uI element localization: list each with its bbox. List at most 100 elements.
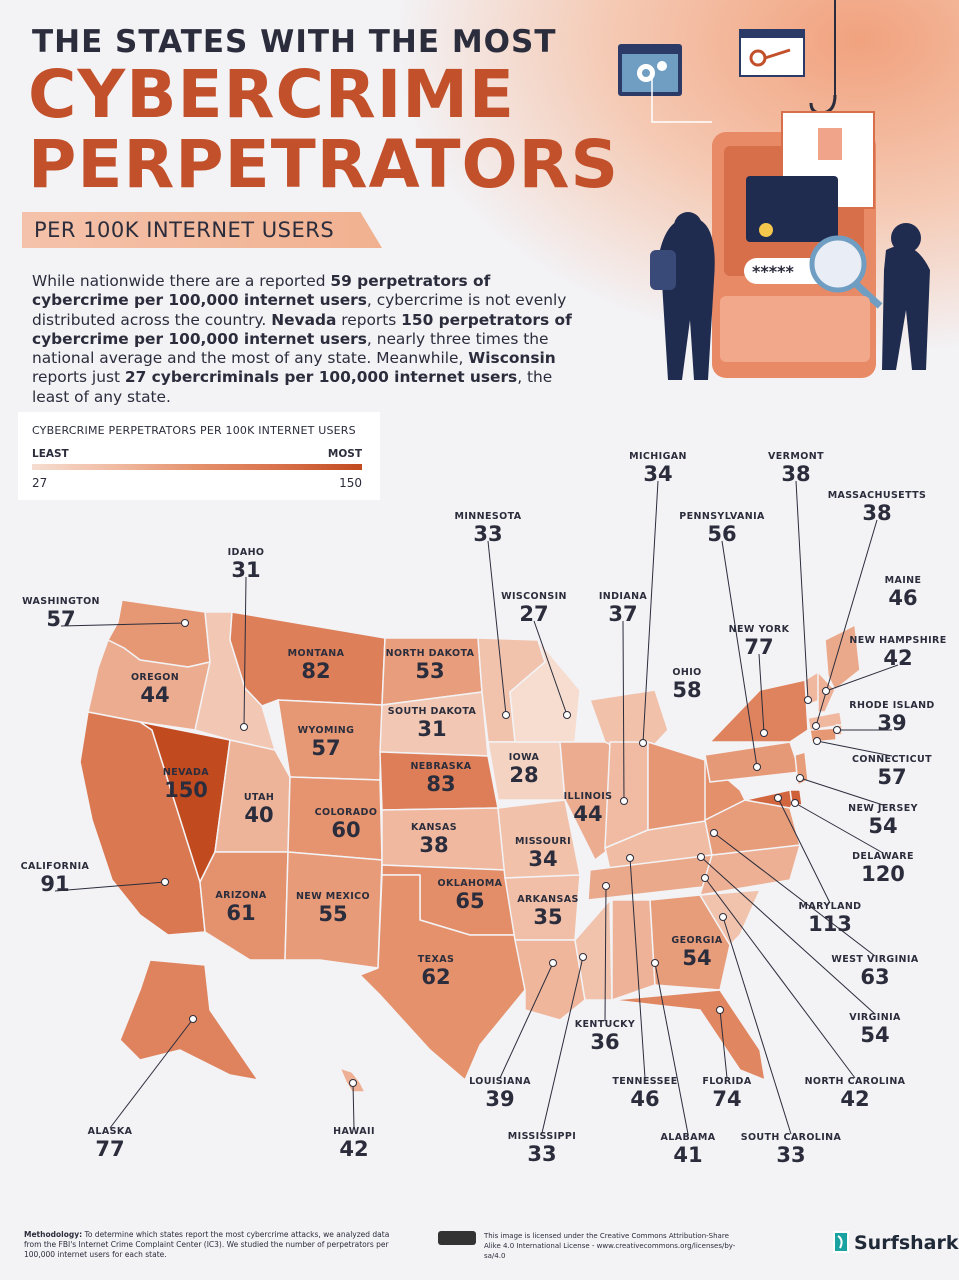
state-name: OREGON <box>130 672 180 683</box>
state-value: 42 <box>883 646 913 670</box>
state-name: WISCONSIN <box>501 591 567 602</box>
legend-max: 150 <box>339 476 362 490</box>
state-label-northdakota: NORTH DAKOTA 53 <box>365 648 495 683</box>
leader-line-wisconsin <box>533 620 568 716</box>
state-alaska[interactable] <box>119 959 259 1081</box>
surfshark-logo[interactable]: Surfshark <box>832 1230 959 1258</box>
state-name: IOWA <box>508 752 540 763</box>
state-label-vermont: VERMONT 38 <box>731 451 861 486</box>
state-label-virginia: VIRGINIA 54 <box>810 1012 940 1047</box>
state-name: NEVADA <box>162 767 210 778</box>
state-value: 65 <box>455 889 485 913</box>
state-value: 58 <box>672 678 702 702</box>
state-name: KENTUCKY <box>574 1019 636 1030</box>
state-label-newmexico: NEW MEXICO 55 <box>268 891 398 926</box>
leader-dot-minnesota <box>502 711 510 719</box>
state-label-texas: TEXAS 62 <box>371 954 501 989</box>
subtitle: PER 100K INTERNET USERS <box>34 218 335 242</box>
title-line-3: PERPETRATORS <box>28 126 620 203</box>
state-georgia[interactable] <box>649 894 731 991</box>
state-wisconsin[interactable] <box>509 639 581 743</box>
state-value: 61 <box>226 901 256 925</box>
state-louisiana[interactable] <box>514 939 586 1021</box>
legend-box: CYBERCRIME PERPETRATORS PER 100K INTERNE… <box>18 412 380 500</box>
leader-dot-newyork <box>760 729 768 737</box>
state-texas[interactable] <box>359 874 526 1081</box>
methodology-label: Methodology: <box>24 1230 83 1239</box>
state-label-hawaii: HAWAII 42 <box>289 1126 419 1161</box>
title-line-1: THE STATES WITH THE MOST <box>32 24 557 60</box>
leader-line-vermont <box>795 480 809 701</box>
state-value: 55 <box>318 902 348 926</box>
leader-line-hawaii <box>352 1082 355 1129</box>
state-value: 36 <box>590 1030 620 1054</box>
state-name: GEORGIA <box>671 935 723 946</box>
state-label-tennessee: TENNESSEE 46 <box>580 1076 710 1111</box>
state-label-wisconsin: WISCONSIN 27 <box>469 591 599 626</box>
state-ohio[interactable] <box>647 741 713 831</box>
state-value: 113 <box>808 912 852 936</box>
state-label-southdakota: SOUTH DAKOTA 31 <box>367 706 497 741</box>
state-name: NORTH DAKOTA <box>385 648 475 659</box>
leader-dot-southcarolina <box>719 913 727 921</box>
leader-line-newjersey <box>799 777 884 806</box>
state-value: 83 <box>426 772 456 796</box>
state-newmexico[interactable] <box>284 851 383 969</box>
state-illinois[interactable] <box>559 741 611 861</box>
leader-line-northcarolina <box>704 877 856 1079</box>
state-label-california: CALIFORNIA 91 <box>0 861 120 896</box>
state-value: 33 <box>473 522 503 546</box>
state-florida[interactable] <box>611 989 766 1081</box>
state-name: MISSISSIPPI <box>507 1131 577 1142</box>
state-label-maine: MAINE 46 <box>838 575 959 610</box>
shark-icon <box>833 1231 849 1253</box>
state-value: 42 <box>840 1087 870 1111</box>
leader-line-delaware <box>794 802 884 854</box>
state-name: OHIO <box>672 667 702 678</box>
state-name: NEW JERSEY <box>848 803 918 814</box>
state-name: INDIANA <box>598 591 648 602</box>
intro-bold: 27 cybercriminals per 100,000 internet u… <box>124 368 518 387</box>
state-value: 57 <box>46 607 76 631</box>
state-name: SOUTH CAROLINA <box>740 1132 842 1143</box>
leader-dot-massachusetts <box>812 722 820 730</box>
state-value: 77 <box>95 1137 125 1161</box>
leader-dot-hawaii <box>349 1079 357 1087</box>
state-value: 74 <box>712 1087 742 1111</box>
state-value: 39 <box>485 1087 515 1111</box>
leader-dot-westvirginia <box>710 829 718 837</box>
state-name: VIRGINIA <box>849 1012 901 1023</box>
intro-bold: Nevada <box>271 310 337 329</box>
leader-line-alaska <box>109 1018 194 1129</box>
state-label-rhodeisland: RHODE ISLAND 39 <box>827 700 957 735</box>
state-name: WASHINGTON <box>22 596 100 607</box>
state-name: NEW YORK <box>728 624 790 635</box>
state-label-utah: UTAH 40 <box>194 792 324 827</box>
state-name: DELAWARE <box>852 851 914 862</box>
state-value: 34 <box>643 462 673 486</box>
state-label-arizona: ARIZONA 61 <box>176 890 306 925</box>
leader-line-southcarolina <box>722 916 792 1135</box>
state-maine[interactable] <box>824 624 861 691</box>
state-newyork[interactable] <box>709 679 809 743</box>
state-label-ohio: OHIO 58 <box>622 667 752 702</box>
state-pennsylvania[interactable] <box>704 741 801 783</box>
state-value: 38 <box>862 501 892 525</box>
leader-dot-virginia <box>697 853 705 861</box>
leader-line-louisiana <box>499 962 554 1079</box>
intro-text: reports <box>336 310 402 329</box>
state-value: 27 <box>519 602 549 626</box>
leader-line-massachusetts <box>815 519 878 727</box>
state-label-colorado: COLORADO 60 <box>281 807 411 842</box>
leader-line-westvirginia <box>713 832 876 957</box>
state-name: MONTANA <box>287 648 345 659</box>
state-label-newyork: NEW YORK 77 <box>694 624 824 659</box>
title-line-2: CYBERCRIME <box>28 56 516 133</box>
state-label-kansas: KANSAS 38 <box>369 822 499 857</box>
state-name: MICHIGAN <box>629 451 687 462</box>
state-value: 44 <box>140 683 170 707</box>
state-name: NEW HAMPSHIRE <box>849 635 947 646</box>
state-label-northcarolina: NORTH CAROLINA 42 <box>790 1076 920 1111</box>
subtitle-band <box>22 212 382 248</box>
